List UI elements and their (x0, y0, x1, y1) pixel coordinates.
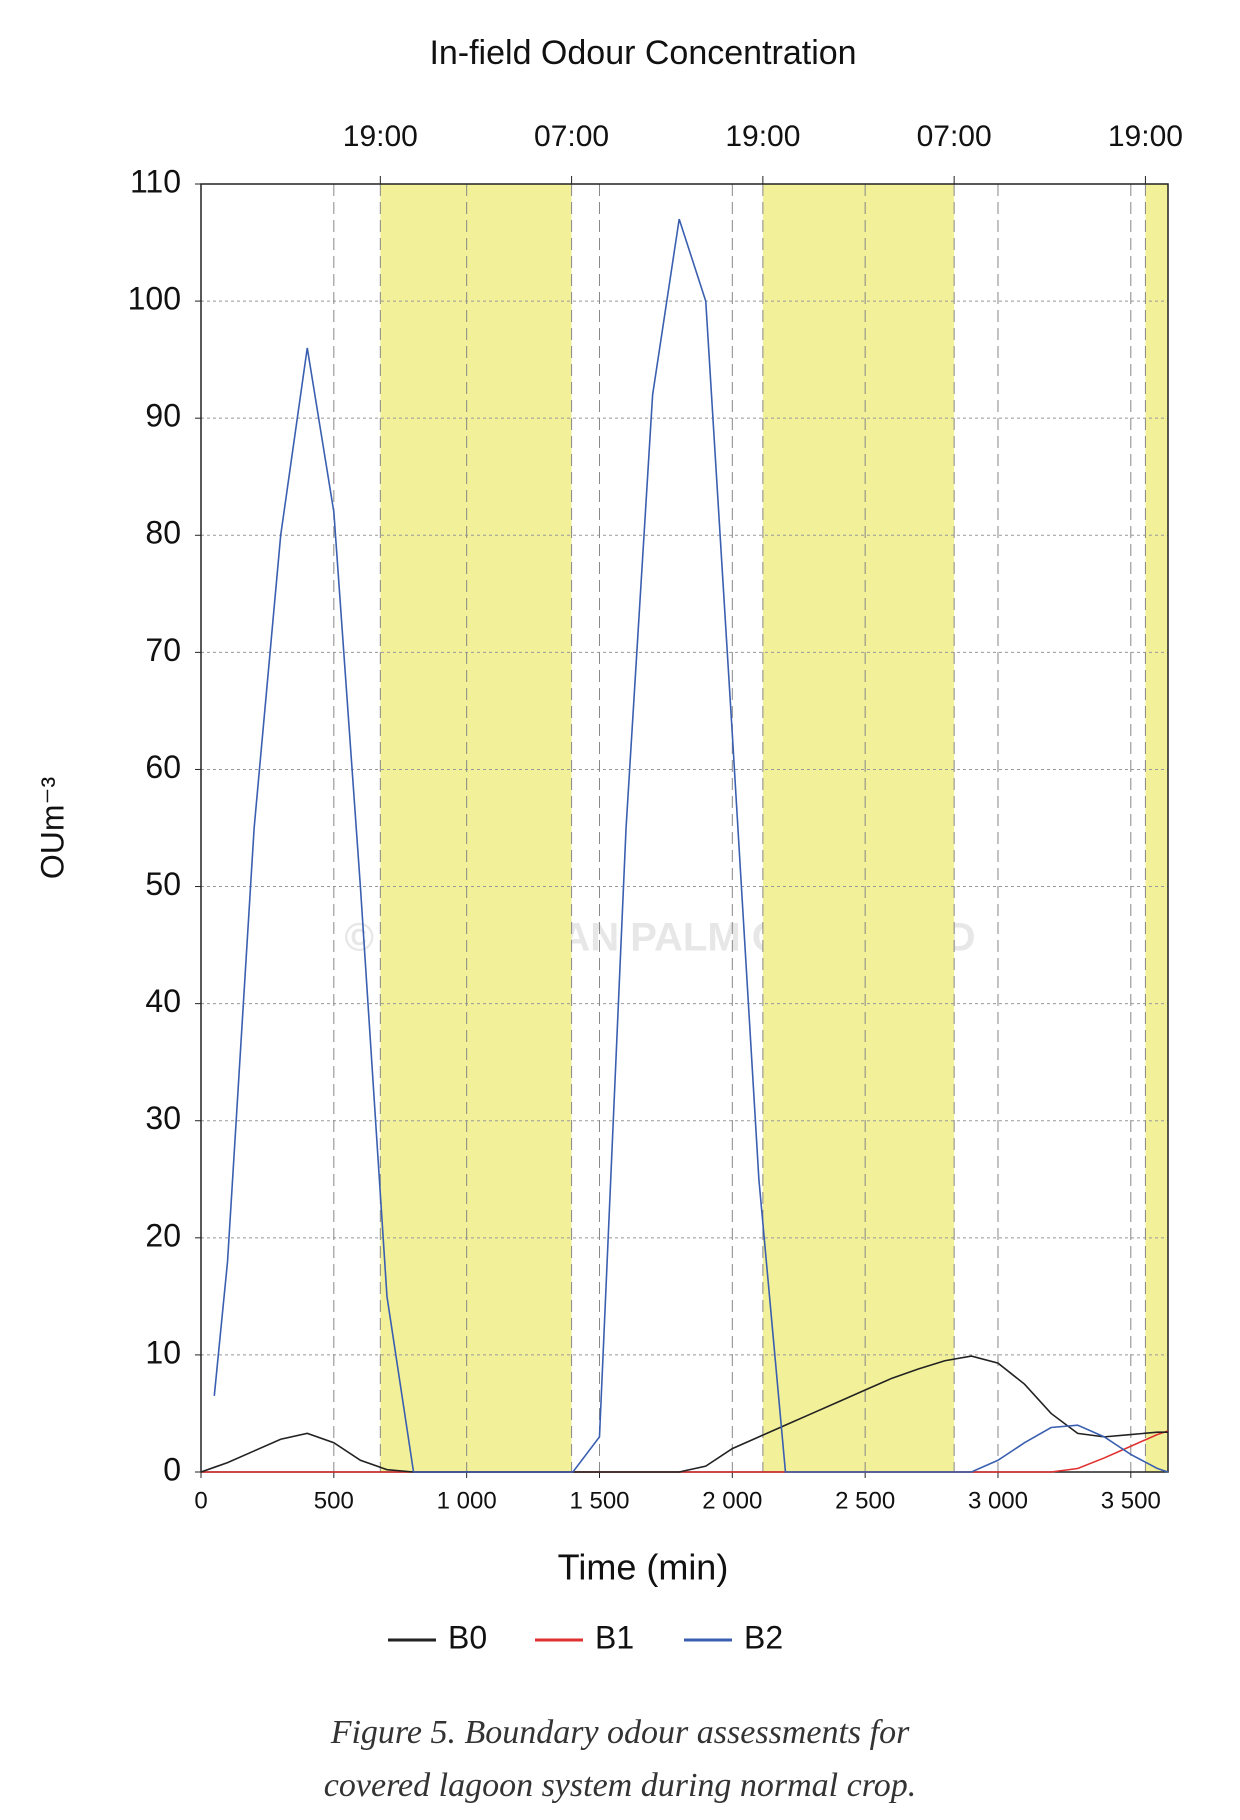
chart-title: In-field Odour Concentration (429, 34, 856, 72)
night-band (380, 184, 572, 1472)
x-tick-label: 3 000 (968, 1487, 1028, 1514)
y-tick-label: 50 (145, 866, 181, 902)
x-tick-label: 2 000 (702, 1487, 762, 1514)
x-axis-label: Time (min) (558, 1547, 729, 1588)
caption-line: covered lagoon system during normal crop… (324, 1767, 916, 1804)
y-axis-label: OUm⁻³ (34, 777, 70, 880)
top-tick-label: 07:00 (534, 120, 609, 153)
top-tick-label: 19:00 (343, 120, 418, 153)
caption-line: Figure 5. Boundary odour assessments for (330, 1714, 910, 1751)
y-tick-label: 60 (145, 749, 181, 785)
y-tick-label: 10 (145, 1334, 181, 1370)
x-tick-label: 500 (314, 1487, 354, 1514)
y-tick-label: 30 (145, 1100, 181, 1136)
y-tick-label: 40 (145, 983, 181, 1019)
top-tick-label: 19:00 (725, 120, 800, 153)
night-band (762, 184, 955, 1472)
top-tick-label: 19:00 (1108, 120, 1183, 153)
y-tick-label: 110 (130, 163, 181, 199)
y-tick-label: 90 (145, 398, 181, 434)
top-tick-label: 07:00 (917, 120, 992, 153)
legend-label: B2 (744, 1619, 783, 1655)
series-line (200, 1355, 1168, 1473)
x-tick-label: 1 000 (437, 1487, 497, 1514)
y-tick-label: 0 (163, 1451, 181, 1487)
y-tick-label: 70 (145, 632, 181, 668)
plot-frame (200, 183, 1169, 1473)
legend-label: B0 (448, 1619, 487, 1655)
x-tick-label: 3 500 (1101, 1487, 1161, 1514)
y-tick-label: 80 (145, 515, 181, 551)
x-tick-label: 2 500 (835, 1487, 895, 1514)
night-band (1145, 184, 1168, 1472)
x-tick-label: 1 500 (569, 1487, 629, 1514)
y-tick-label: 20 (145, 1217, 181, 1253)
legend-label: B1 (595, 1619, 634, 1655)
series-line (213, 218, 1169, 1473)
y-tick-label: 100 (128, 281, 181, 317)
x-tick-label: 0 (194, 1487, 207, 1514)
